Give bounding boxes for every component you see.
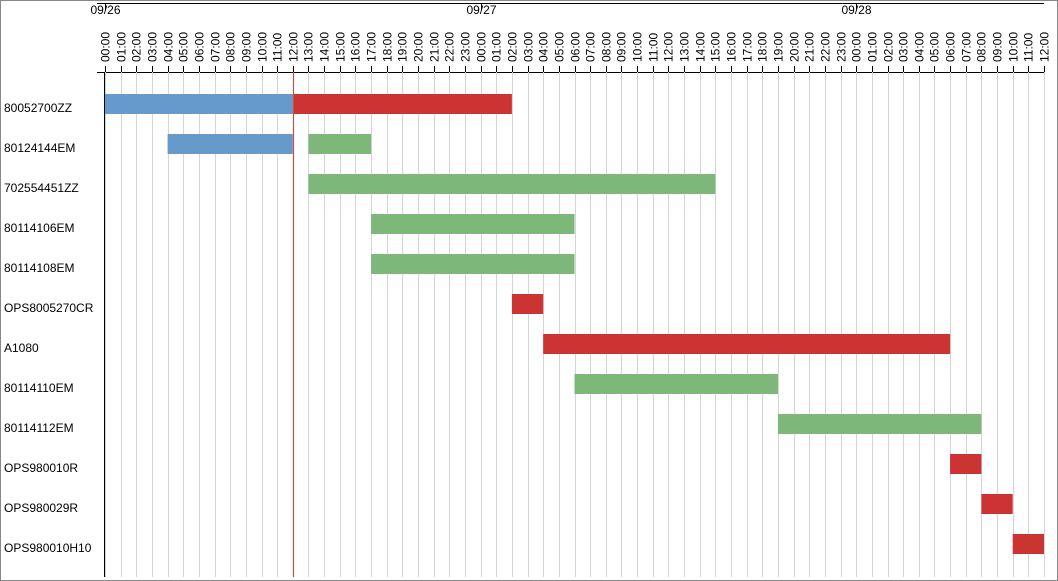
x-tick-label: 05:00 bbox=[177, 32, 191, 62]
task-bar bbox=[308, 174, 716, 194]
x-tick-label: 05:00 bbox=[928, 32, 942, 62]
task-label: A1080 bbox=[4, 341, 39, 355]
x-tick-label: 10:00 bbox=[1007, 32, 1021, 62]
x-tick-label: 17:00 bbox=[741, 32, 755, 62]
date-tick-label: 09/26 bbox=[90, 3, 120, 17]
x-tick-label: 15:00 bbox=[709, 32, 723, 62]
x-tick-label: 00:00 bbox=[850, 32, 864, 62]
task-label: 702554451ZZ bbox=[4, 181, 79, 195]
x-tick-label: 02:00 bbox=[882, 32, 896, 62]
x-tick-label: 04:00 bbox=[162, 32, 176, 62]
x-tick-label: 09:00 bbox=[991, 32, 1005, 62]
x-tick-label: 01:00 bbox=[866, 32, 880, 62]
x-tick-label: 00:00 bbox=[475, 32, 489, 62]
x-tick-label: 11:00 bbox=[647, 33, 661, 62]
x-tick-label: 12:00 bbox=[287, 32, 301, 62]
task-bar bbox=[511, 294, 544, 314]
x-tick-label: 05:00 bbox=[553, 32, 567, 62]
x-tick-label: 04:00 bbox=[537, 32, 551, 62]
task-bar bbox=[371, 254, 575, 274]
x-tick-label: 06:00 bbox=[569, 32, 583, 62]
x-tick-label: 03:00 bbox=[897, 32, 911, 62]
task-bar bbox=[543, 334, 951, 354]
task-label: 80114108EM bbox=[4, 261, 75, 275]
task-bar bbox=[777, 414, 982, 434]
x-tick-label: 17:00 bbox=[365, 32, 379, 62]
x-tick-label: 18:00 bbox=[381, 32, 395, 62]
x-tick-label: 08:00 bbox=[600, 32, 614, 62]
x-tick-label: 20:00 bbox=[412, 32, 426, 62]
x-tick-label: 09:00 bbox=[240, 32, 254, 62]
task-label: OPS980029R bbox=[4, 501, 78, 515]
x-tick-label: 22:00 bbox=[443, 32, 457, 62]
x-tick-label: 08:00 bbox=[975, 32, 989, 62]
x-tick-label: 11:00 bbox=[271, 33, 285, 62]
x-tick-label: 01:00 bbox=[490, 32, 504, 62]
x-tick-label: 11:00 bbox=[1022, 33, 1036, 62]
x-tick-label: 03:00 bbox=[522, 32, 536, 62]
x-tick-label: 12:00 bbox=[662, 32, 676, 62]
x-tick-label: 15:00 bbox=[334, 32, 348, 62]
x-tick-label: 10:00 bbox=[256, 32, 270, 62]
x-tick-label: 07:00 bbox=[960, 32, 974, 62]
x-tick-label: 08:00 bbox=[224, 32, 238, 62]
x-tick-label: 14:00 bbox=[318, 32, 332, 62]
task-bar bbox=[167, 134, 293, 154]
task-label: 80114106EM bbox=[4, 221, 75, 235]
task-bar bbox=[105, 94, 293, 114]
task-bar bbox=[950, 454, 982, 474]
x-tick-label: 03:00 bbox=[146, 32, 160, 62]
x-tick-label: 13:00 bbox=[302, 32, 316, 62]
x-tick-label: 06:00 bbox=[193, 32, 207, 62]
task-bar bbox=[292, 94, 512, 114]
x-tick-label: 02:00 bbox=[506, 32, 520, 62]
x-tick-label: 22:00 bbox=[819, 32, 833, 62]
task-label: 80114112EM bbox=[4, 421, 74, 435]
x-tick-label: 00:00 bbox=[99, 32, 113, 62]
x-tick-label: 07:00 bbox=[209, 32, 223, 62]
x-tick-label: 01:00 bbox=[115, 32, 129, 62]
task-label: OPS980010R bbox=[4, 461, 78, 475]
x-tick-label: 09:00 bbox=[615, 32, 629, 62]
x-tick-label: 02:00 bbox=[130, 32, 144, 62]
x-tick-label: 19:00 bbox=[772, 32, 786, 62]
task-bar bbox=[1012, 534, 1044, 554]
x-tick-label: 20:00 bbox=[788, 32, 802, 62]
x-tick-label: 14:00 bbox=[694, 32, 708, 62]
task-label: 80052700ZZ bbox=[4, 101, 72, 115]
task-label: OPS980010H10 bbox=[4, 541, 92, 555]
x-tick-label: 13:00 bbox=[678, 32, 692, 62]
task-label: OPS8005270CR bbox=[4, 301, 94, 315]
date-tick-label: 09/27 bbox=[466, 3, 496, 17]
x-tick-label: 12:00 bbox=[1038, 32, 1052, 62]
x-tick-label: 21:00 bbox=[803, 32, 817, 62]
x-tick-label: 10:00 bbox=[631, 32, 645, 62]
x-tick-label: 23:00 bbox=[835, 32, 849, 62]
task-label: 80124144EM bbox=[4, 141, 75, 155]
x-tick-label: 21:00 bbox=[428, 32, 442, 62]
task-label: 80114110EM bbox=[4, 381, 74, 395]
x-tick-label: 19:00 bbox=[396, 32, 410, 62]
x-tick-label: 07:00 bbox=[584, 32, 598, 62]
task-bar bbox=[981, 494, 1013, 514]
task-bar bbox=[308, 134, 372, 154]
x-tick-label: 16:00 bbox=[349, 32, 363, 62]
x-tick-label: 16:00 bbox=[725, 32, 739, 62]
x-tick-label: 04:00 bbox=[913, 32, 927, 62]
x-tick-label: 06:00 bbox=[944, 32, 958, 62]
date-tick-label: 09/28 bbox=[841, 3, 871, 17]
x-tick-label: 23:00 bbox=[459, 32, 473, 62]
task-bar bbox=[371, 214, 575, 234]
task-bar bbox=[574, 374, 778, 394]
x-tick-label: 18:00 bbox=[756, 32, 770, 62]
